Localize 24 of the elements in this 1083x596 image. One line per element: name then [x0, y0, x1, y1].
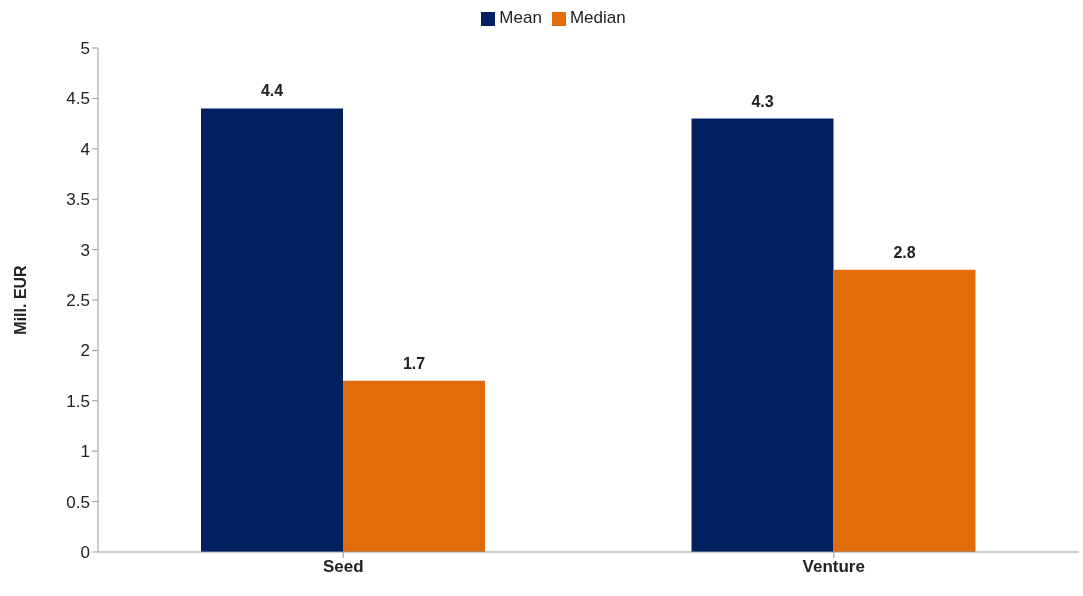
- data-label: 1.7: [402, 354, 426, 372]
- y-tick-label: 2: [80, 341, 90, 361]
- data-label: 2.8: [893, 243, 916, 261]
- data-label: 4.4: [260, 82, 284, 100]
- bar: [343, 380, 486, 552]
- y-axis-title: Mill. EUR: [11, 264, 29, 335]
- y-tick-label: 0: [80, 543, 90, 563]
- y-tick-label: 2.5: [66, 291, 90, 311]
- legend-label: Mean: [499, 8, 542, 27]
- y-tick-label: 3.5: [66, 190, 90, 210]
- y-tick-label: 1.5: [66, 391, 90, 411]
- legend-label: Median: [569, 8, 626, 27]
- bar: [691, 118, 834, 552]
- data-label: 4.3: [751, 92, 774, 110]
- y-tick-label: 0.5: [66, 492, 90, 512]
- y-tick-label: 4: [80, 139, 90, 159]
- bar: [833, 269, 976, 552]
- x-tick-label: Seed: [322, 557, 364, 577]
- y-tick-label: 3: [80, 240, 90, 260]
- y-tick-label: 1: [80, 442, 90, 462]
- y-tick-label: 5: [80, 39, 90, 59]
- x-tick-label: Venture: [802, 557, 865, 577]
- y-tick-label: 4.5: [66, 89, 90, 109]
- bar: [201, 108, 344, 552]
